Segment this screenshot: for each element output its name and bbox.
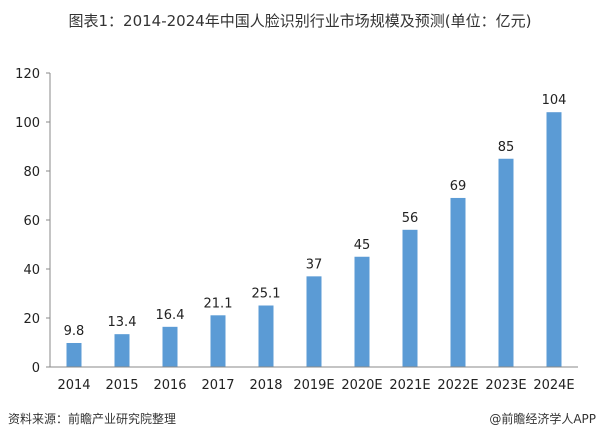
x-tick-label: 2018 — [249, 378, 282, 393]
bar-2016 — [162, 326, 178, 367]
bar-2024E — [546, 112, 562, 367]
data-label: 85 — [498, 140, 515, 155]
bar-2015 — [114, 334, 130, 367]
bar-2021E — [402, 229, 418, 367]
data-label: 13.4 — [108, 315, 137, 330]
data-label: 56 — [402, 211, 419, 226]
y-tick-label: 120 — [15, 67, 40, 82]
x-tick-label: 2021E — [389, 378, 430, 393]
data-label: 25.1 — [252, 287, 281, 302]
data-label: 9.8 — [64, 324, 85, 339]
bar-2019E — [306, 276, 322, 367]
data-label: 21.1 — [204, 296, 233, 311]
x-tick-label: 2019E — [293, 378, 334, 393]
y-tick-label: 100 — [15, 116, 40, 131]
credit-note: @前瞻经济学人APP — [489, 411, 596, 426]
x-tick-label: 2017 — [201, 378, 234, 393]
y-tick-label: 60 — [23, 214, 40, 229]
data-label: 69 — [450, 179, 467, 194]
data-label: 37 — [306, 257, 323, 272]
data-label: 104 — [542, 93, 567, 108]
x-tick-label: 2022E — [437, 378, 478, 393]
y-tick-label: 20 — [23, 312, 40, 327]
y-tick-label: 40 — [23, 263, 40, 278]
bar-2017 — [210, 315, 226, 367]
x-tick-label: 2016 — [153, 378, 186, 393]
chart-title: 图表1：2014-2024年中国人脸识别行业市场规模及预测(单位：亿元) — [68, 12, 531, 30]
x-axis: 2014 2015 2016 2017 2018 2019E 2020E 2021E 2022E… — [50, 366, 578, 393]
x-tick-label: 2024E — [533, 378, 574, 393]
bar-2022E — [450, 197, 466, 367]
data-label: 16.4 — [156, 308, 185, 323]
bars: 9.8 13.4 16.4 21.1 25.1 37 45 56 69 85 104 — [64, 93, 567, 367]
x-tick-label: 2015 — [105, 378, 138, 393]
bar-2020E — [354, 256, 370, 367]
y-tick-label: 0 — [32, 361, 40, 376]
source-note: 资料来源：前瞻产业研究院整理 — [8, 411, 176, 426]
data-label: 45 — [354, 238, 371, 253]
bar-2018 — [258, 305, 274, 367]
y-axis: 0 20 40 60 80 100 120 — [15, 67, 51, 376]
x-tick-label: 2023E — [485, 378, 526, 393]
y-tick-label: 80 — [23, 165, 40, 180]
x-tick-label: 2014 — [57, 378, 90, 393]
bar-2023E — [498, 158, 514, 367]
x-tick-label: 2020E — [341, 378, 382, 393]
bar-2014 — [66, 342, 82, 367]
